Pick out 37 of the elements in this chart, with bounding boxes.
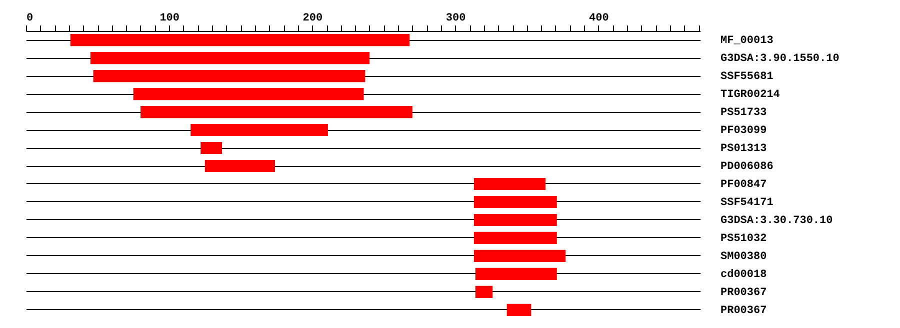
y-tick-label: PR00367 xyxy=(720,304,767,317)
bar xyxy=(70,34,410,46)
bar xyxy=(506,304,532,316)
y-tick-label: PS01313 xyxy=(720,143,768,156)
y-tick-label: PR00367 xyxy=(720,286,767,299)
x-tick-label: 100 xyxy=(160,12,180,24)
y-tick-label: G3DSA:3.30.730.10 xyxy=(720,214,833,227)
x-tick-label: 400 xyxy=(588,12,609,24)
bar xyxy=(90,52,370,64)
y-tick-label: TIGR00214 xyxy=(720,89,780,102)
y-tick-label: PD006086 xyxy=(720,161,774,174)
x-tick-label: 300 xyxy=(446,12,466,24)
y-tick-label: SSF54171 xyxy=(720,196,774,209)
bar xyxy=(190,124,328,136)
bar xyxy=(133,88,364,100)
y-tick-label: PF00847 xyxy=(720,178,767,191)
bar xyxy=(140,106,412,118)
bar xyxy=(474,232,557,244)
y-tick-label: cd00018 xyxy=(720,268,768,281)
bar xyxy=(474,250,566,262)
bar xyxy=(93,70,366,82)
bar xyxy=(474,178,546,190)
y-tick-label: PS51733 xyxy=(720,107,768,120)
bar xyxy=(474,196,557,208)
y-tick-label: SM00380 xyxy=(720,250,767,263)
y-tick-label: PS51032 xyxy=(720,232,767,245)
bar xyxy=(475,268,557,280)
y-tick-label: SSF55681 xyxy=(720,71,774,84)
bar xyxy=(474,214,557,226)
y-tick-label: MF_00013 xyxy=(720,35,774,48)
bar xyxy=(475,286,493,298)
x-tick-label: 200 xyxy=(302,12,323,24)
bar xyxy=(204,160,275,172)
x-tick-label: 0 xyxy=(26,12,34,24)
y-tick-label: PF03099 xyxy=(720,125,767,138)
bar xyxy=(200,142,222,154)
y-tick-label: G3DSA:3.90.1550.10 xyxy=(720,53,840,66)
